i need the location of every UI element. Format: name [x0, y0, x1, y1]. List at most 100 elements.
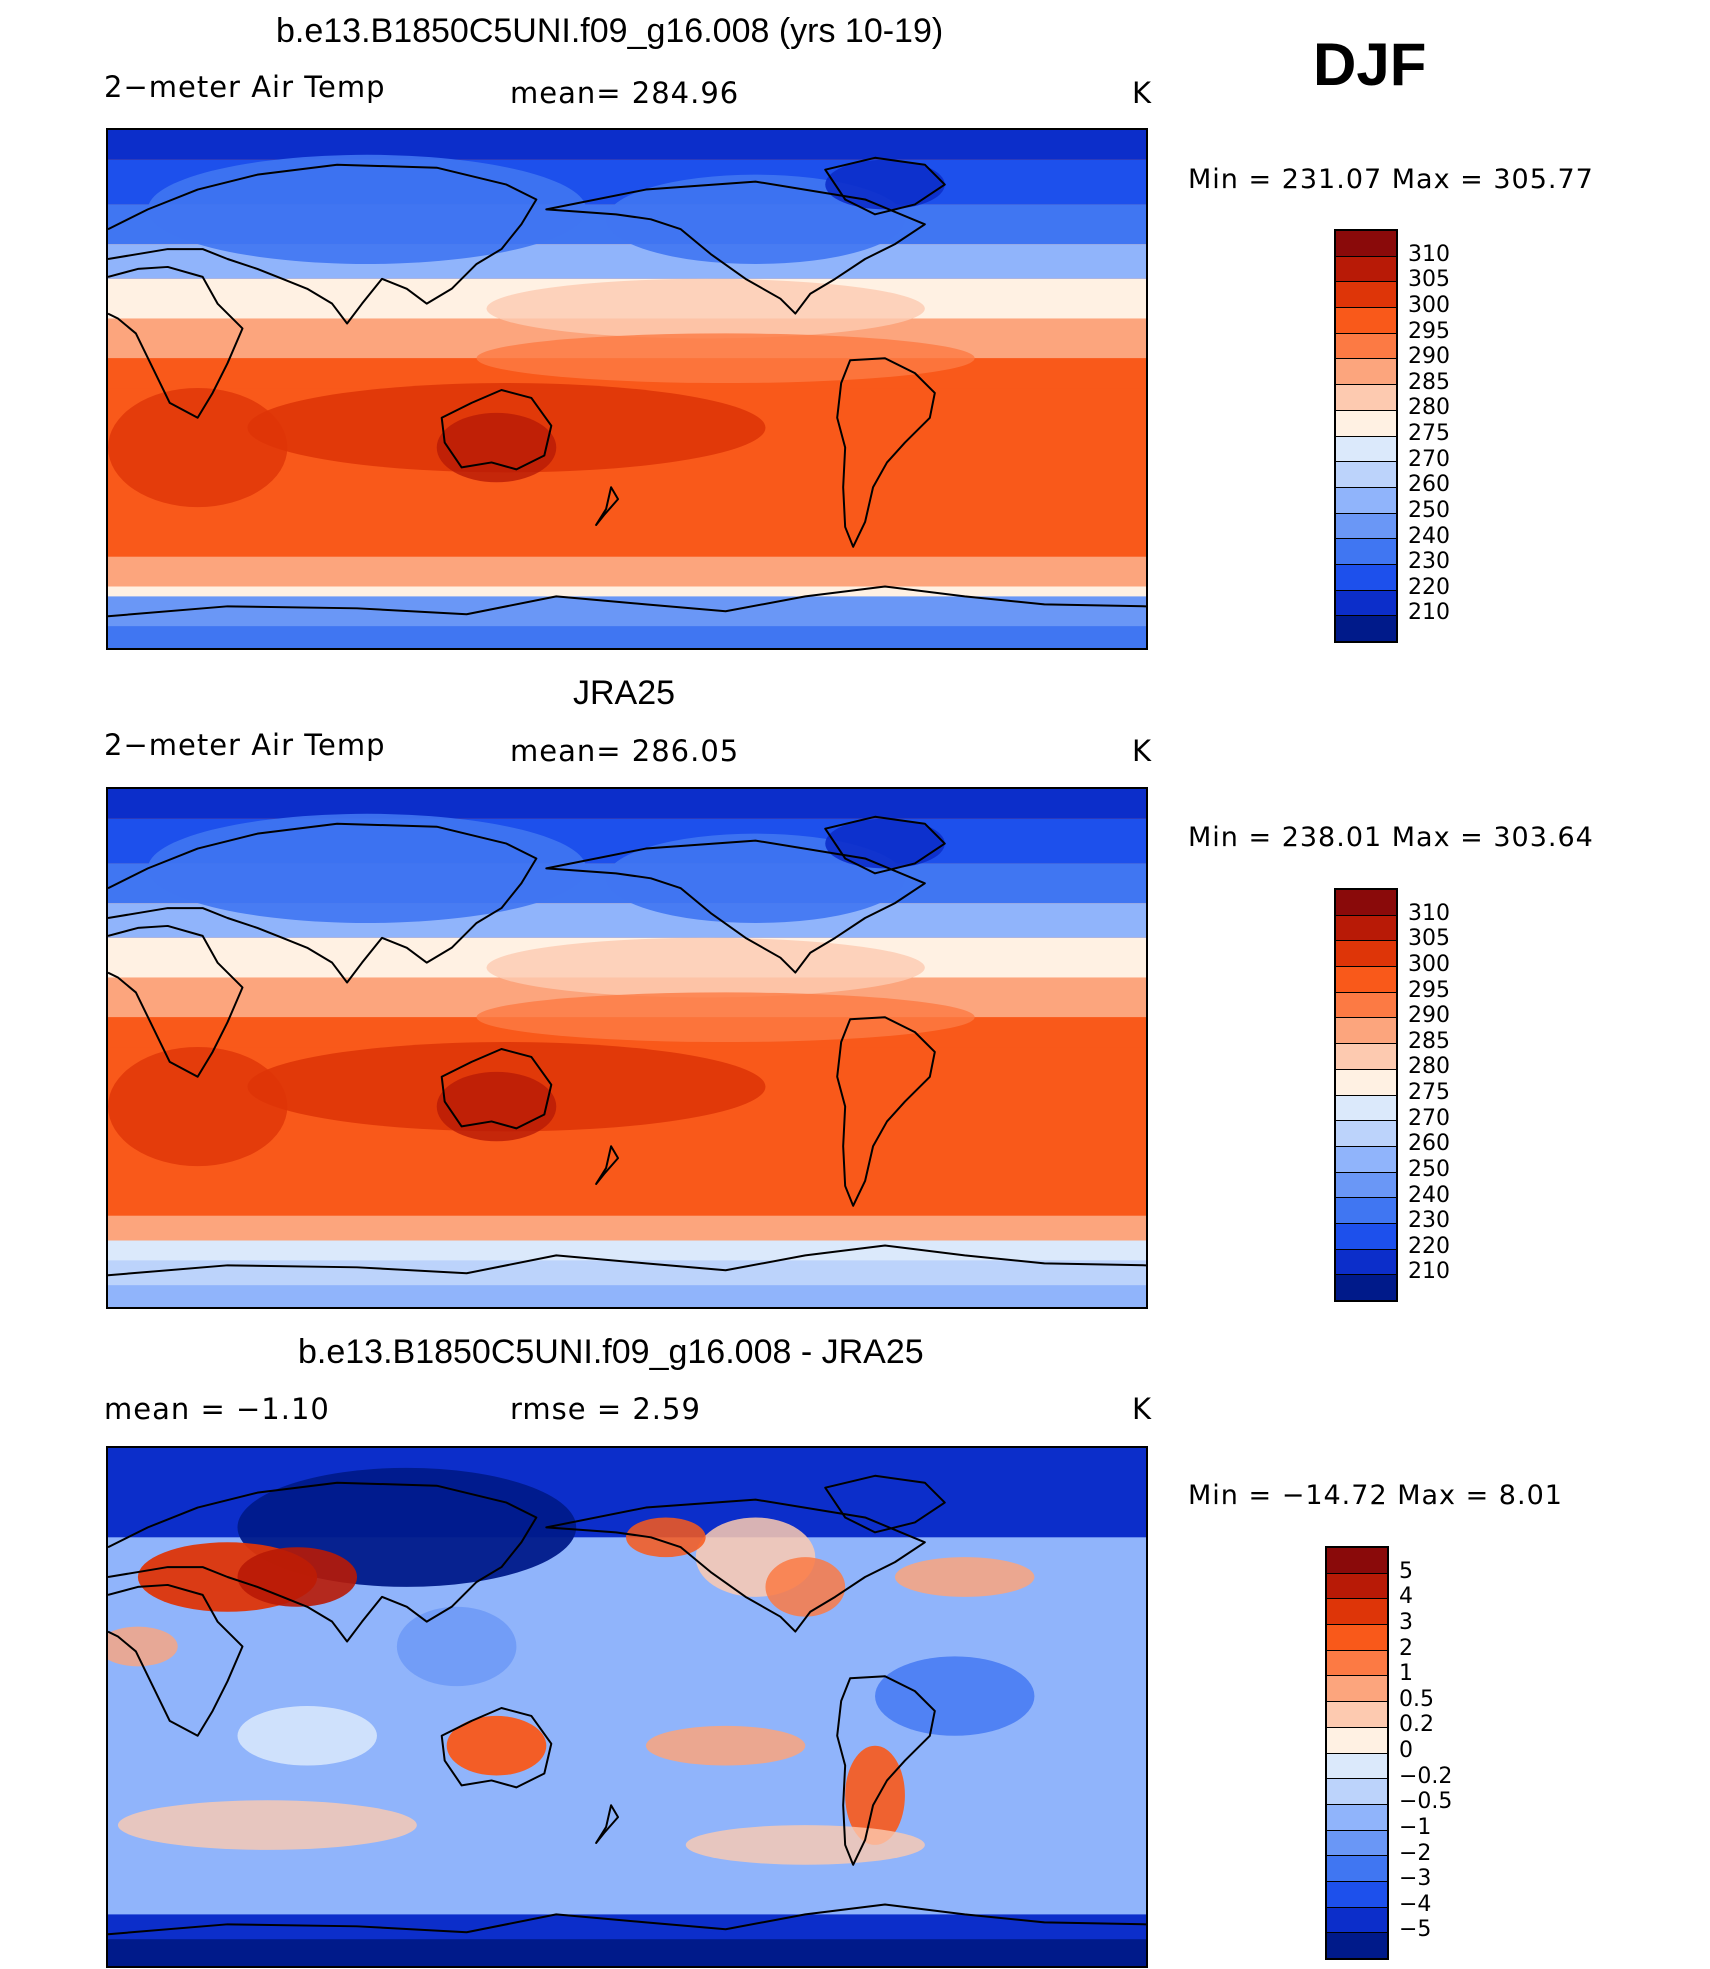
map-model	[106, 128, 1148, 650]
colorbar-tick-label: −5	[1399, 1917, 1432, 1943]
colorbar-tick-label: 1	[1399, 1661, 1413, 1687]
colorbar-swatch	[1336, 231, 1396, 257]
colorbar-tick-label: 300	[1408, 951, 1450, 977]
coastline-nzealand	[595, 1145, 620, 1185]
panel-title-diff: b.e13.B1850C5UNI.f09_g16.008 - JRA25	[298, 1333, 924, 1371]
colorbar-tick-label: 3	[1399, 1609, 1413, 1635]
colorbar-swatch	[1336, 1275, 1396, 1300]
season-label: DJF	[1313, 31, 1427, 98]
colorbar-swatch	[1336, 513, 1396, 540]
colorbar-swatch	[1327, 1830, 1387, 1857]
colorbar-tick-label: 270	[1408, 446, 1450, 472]
colorbar-tick-label: 0.2	[1399, 1712, 1434, 1738]
colorbar-tick-label: 260	[1408, 1131, 1450, 1157]
colorbar-tick-label: 275	[1408, 421, 1450, 446]
colorbar-tick-label: 220	[1408, 574, 1450, 600]
map-obs	[106, 787, 1148, 1309]
colorbar-tick-label: 220	[1408, 1233, 1450, 1259]
map-diff	[106, 1446, 1148, 1968]
coastline-outline	[108, 156, 1146, 618]
temperature-map-model	[108, 130, 1146, 648]
colorbar-swatch	[1336, 590, 1396, 617]
colorbar-swatch	[1336, 1044, 1396, 1070]
colorbar-tick-label: −3	[1399, 1866, 1432, 1892]
coastline-africa	[108, 1583, 244, 1737]
panel-title-model: b.e13.B1850C5UNI.f09_g16.008 (yrs 10-19)	[276, 12, 944, 50]
colorbar-tick-label: 290	[1408, 344, 1450, 370]
minmax-label-model: Min = 231.07 Max = 305.77	[1188, 164, 1594, 195]
colorbar-tick-label: 2	[1399, 1635, 1413, 1661]
colorbar-swatch	[1336, 967, 1396, 993]
colorbar-swatch	[1327, 1702, 1387, 1728]
colorbar-swatch	[1336, 282, 1396, 309]
colorbar-swatch	[1336, 308, 1396, 334]
coastline-greenland	[824, 1474, 946, 1534]
variable-label-obs: 2−meter Air Temp	[104, 728, 386, 762]
colorbar-swatch	[1336, 890, 1396, 916]
coastline-africa	[108, 924, 244, 1078]
coastline-eurasia	[108, 163, 538, 325]
colorbar-swatch	[1336, 992, 1396, 1019]
colorbar-obs	[1334, 888, 1398, 1302]
colorbar-tick-label: 295	[1408, 977, 1450, 1003]
coastline-namerica	[545, 839, 926, 974]
colorbar-swatch	[1336, 915, 1396, 942]
colorbar-tick-label: 280	[1408, 1054, 1450, 1080]
colorbar-tick-label: 275	[1408, 1080, 1450, 1105]
coastline-eurasia	[108, 1481, 538, 1643]
colorbar-swatch	[1327, 1753, 1387, 1780]
colorbar-swatch	[1336, 616, 1396, 641]
colorbar-swatch	[1336, 436, 1396, 463]
colorbar-tick-label: 240	[1408, 1182, 1450, 1208]
colorbar-tick-label: 250	[1408, 1156, 1450, 1182]
colorbar-swatch	[1336, 1223, 1396, 1250]
coastline-eurasia	[108, 822, 538, 984]
colorbar-swatch	[1327, 1599, 1387, 1626]
colorbar-swatch	[1327, 1727, 1387, 1754]
colorbar-tick-label: 0	[1399, 1738, 1413, 1763]
colorbar-swatch	[1336, 462, 1396, 488]
coastline-antarctica	[108, 585, 1146, 618]
colorbar-swatch	[1336, 1095, 1396, 1122]
coastline-australia	[440, 1707, 553, 1789]
colorbar-tick-label: 280	[1408, 395, 1450, 421]
colorbar-tick-label: 305	[1408, 267, 1450, 293]
coastline-australia	[440, 1048, 553, 1130]
coastline-outline	[108, 1474, 1146, 1936]
unit-label-diff: K	[1132, 1392, 1153, 1426]
colorbar-tick-label: 290	[1408, 1003, 1450, 1029]
colorbar-tick-label: −1	[1399, 1814, 1432, 1840]
colorbar-swatch	[1327, 1804, 1387, 1831]
mean-label-obs: mean= 286.05	[510, 734, 740, 768]
colorbar-tick-label: −0.2	[1399, 1763, 1453, 1789]
colorbar-swatch	[1336, 941, 1396, 968]
rmse-label-diff: rmse = 2.59	[510, 1392, 701, 1426]
colorbar-swatch	[1327, 1881, 1387, 1908]
colorbar-tick-label: −2	[1399, 1840, 1432, 1866]
colorbar-swatch	[1327, 1625, 1387, 1651]
colorbar-tick-label: 300	[1408, 292, 1450, 318]
coastline-namerica	[545, 180, 926, 315]
coastline-australia	[440, 389, 553, 471]
colorbar-swatch	[1336, 1121, 1396, 1147]
coastline-samerica	[836, 357, 936, 548]
coastline-greenland	[824, 815, 946, 875]
coastline-greenland	[824, 156, 946, 216]
colorbar-tick-label: 310	[1408, 241, 1450, 267]
colorbar-tick-label: 260	[1408, 472, 1450, 498]
colorbar-swatch	[1336, 410, 1396, 437]
colorbar-tick-label: 0.5	[1399, 1686, 1434, 1712]
colorbar-tick-label: 4	[1399, 1584, 1413, 1610]
colorbar-tick-label: −4	[1399, 1891, 1432, 1917]
coastline-antarctica	[108, 1244, 1146, 1277]
colorbar-tick-label: 210	[1408, 1259, 1450, 1285]
colorbar-swatch	[1327, 1933, 1387, 1958]
colorbar-swatch	[1336, 539, 1396, 565]
colorbar-swatch	[1336, 359, 1396, 386]
colorbar-tick-label: 5	[1399, 1558, 1413, 1584]
unit-label-obs: K	[1132, 734, 1153, 768]
colorbar-tick-label: 295	[1408, 318, 1450, 344]
colorbar-swatch	[1336, 385, 1396, 411]
colorbar-tick-label: 305	[1408, 926, 1450, 952]
mean-label-diff: mean = −1.10	[104, 1392, 330, 1426]
